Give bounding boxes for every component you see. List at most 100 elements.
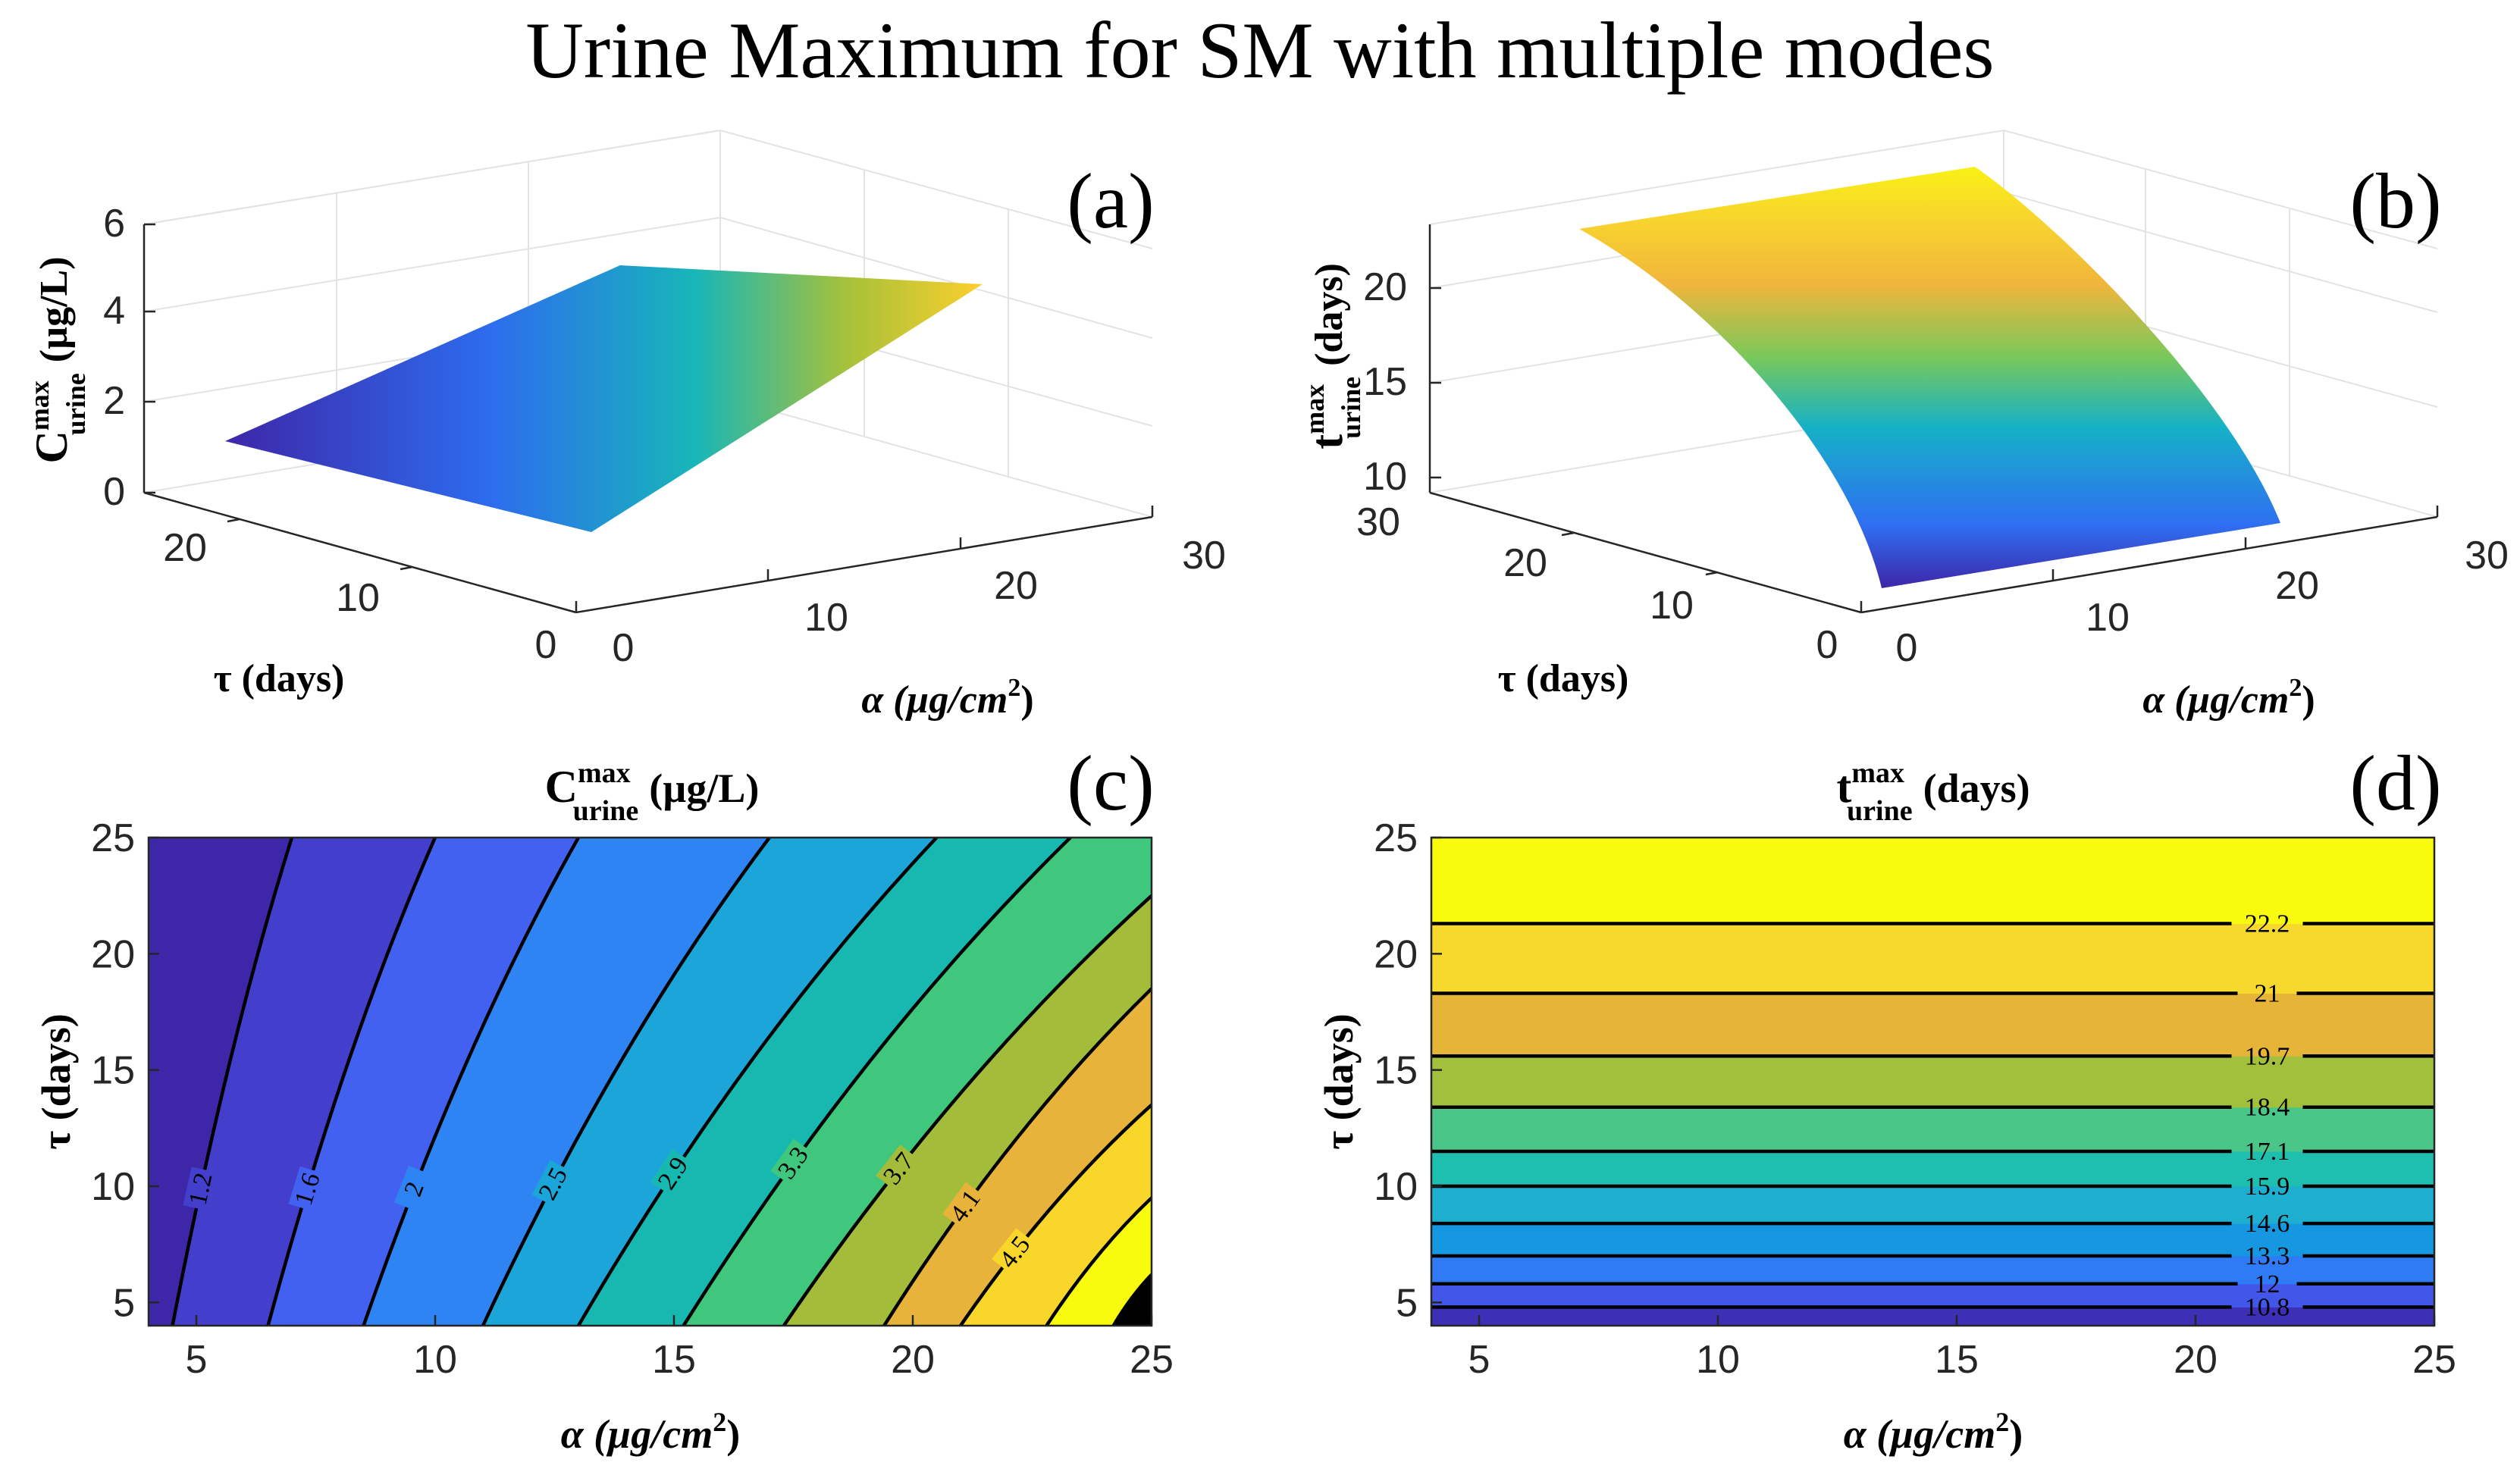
panel-d-xtick-label: 10	[1696, 1338, 1740, 1382]
panel-d-contour-label: 17.1	[2245, 1138, 2290, 1166]
panel-d-contour-label: 15.9	[2245, 1173, 2290, 1201]
panel-b-surface	[1579, 167, 2280, 588]
panel-a-xtick-label: 30	[1182, 534, 1226, 578]
panel-c-contour-line	[882, 987, 1152, 1326]
panel-d-fill-band	[1431, 993, 2434, 1057]
panel-b-xlabel-end: )	[2302, 678, 2315, 722]
panel-d-ticks: 5 10 15 20 25 5 10 15 20 25	[1374, 816, 2456, 1382]
panel-d-title-sup: max	[1851, 757, 1904, 789]
panel-b-ticks	[1430, 287, 2439, 612]
panel-b-zlabel-unit: (days)	[1308, 263, 1351, 366]
panel-d-fill-band	[1431, 1223, 2434, 1257]
panel-a-xlabel-end: )	[1020, 678, 1033, 722]
panel-b-ytick-label: 10	[1650, 584, 1694, 628]
panel-d-ytick-label: 20	[1374, 932, 1418, 976]
figure-title: Urine Maximum for SM with multiple modes	[525, 6, 1994, 95]
panel-d-xtick-label: 5	[1468, 1338, 1490, 1382]
panel-c-ytick-label: 10	[91, 1165, 135, 1209]
panel-a-ytick-label: 10	[336, 576, 380, 620]
panel-a-zlabel-unit: (µg/L)	[33, 256, 76, 362]
panel-b-ylabel: τ (days)	[1498, 657, 1629, 700]
panel-b-zlabel-sub: urine	[1336, 377, 1366, 439]
panel-c-contour-line	[1045, 1196, 1152, 1326]
panel-b-ytick-label: 30	[1356, 500, 1400, 544]
panel-d-axes-frame	[1430, 836, 2436, 1327]
panel-c-xlabel-main: α (µg/cm	[561, 1411, 713, 1457]
panel-a-zlabel-main: C	[27, 431, 77, 463]
panel-c-xtick-label: 25	[1130, 1338, 1174, 1382]
panel-c-xlabel: α (µg/cm2)	[561, 1407, 740, 1457]
panel-d-fill-band	[1431, 1307, 2434, 1326]
panel-b-xtick-label: 0	[1896, 626, 1918, 670]
panel-d-contour-label: 19.7	[2245, 1042, 2290, 1070]
panel-c-contour-label: 1.2	[183, 1170, 218, 1207]
panel-c-contour-line	[682, 838, 1072, 1326]
panel-b-xtick-label: 10	[2086, 596, 2130, 640]
panel-d-title-unit: (days)	[1923, 766, 2030, 811]
panel-c-label: (c)	[1067, 740, 1154, 827]
panel-b-ztick-label: 10	[1363, 455, 1407, 499]
panel-a-zlabel-sub: urine	[61, 373, 91, 435]
panel-c-title-unit: (µg/L)	[649, 766, 759, 811]
panel-c-contour-line	[577, 838, 939, 1326]
panel-d-ytick-label: 10	[1374, 1165, 1418, 1209]
panel-c: 1.2 1.6 2 2.5 2.9 3.3 3.74.14.5 5 10 15 20 25 5 10 15…	[33, 740, 1174, 1457]
panel-a-ytick-label: 0	[535, 623, 557, 667]
panel-c-xlabel-end: )	[726, 1411, 740, 1457]
panel-b-ytick-label: 0	[1816, 623, 1838, 667]
panel-d-xtick-label: 15	[1935, 1338, 1979, 1382]
panel-d-contour-label: 13.3	[2245, 1242, 2290, 1270]
panel-c-title-sub: urine	[573, 795, 639, 827]
panel-d-xtick-label: 20	[2174, 1338, 2218, 1382]
panel-d-contour-label: 12	[2255, 1270, 2280, 1298]
panel-d-xlabel-sup: 2	[1995, 1407, 2009, 1437]
panel-c-title-sup: max	[578, 757, 631, 789]
panel-a-xtick-label: 0	[613, 626, 635, 670]
panel-a-ztick-label: 4	[103, 289, 125, 333]
panel-b: 10 15 20 0 10 20 30 0 10 20 30 (b) tmax u…	[1299, 130, 2509, 722]
panel-b-ytick-label: 20	[1503, 541, 1547, 585]
panel-d-fill-band	[1431, 1283, 2434, 1307]
panel-c-title: Cmax urine (µg/L)	[545, 757, 760, 827]
panel-b-xtick-label: 30	[2465, 534, 2509, 578]
panel-c-contour-label-bg	[770, 1138, 816, 1187]
panel-b-xlabel-main: α (µg/cm	[2142, 678, 2289, 722]
panel-d-fills	[1431, 838, 2434, 1326]
panel-b-xlabel: α (µg/cm2)	[2142, 674, 2315, 722]
panel-c-contour-label-bg	[942, 1182, 988, 1230]
panel-d-title-main: t	[1836, 762, 1851, 812]
panel-c-fills	[149, 838, 1152, 1326]
panel-d-xlabel-main: α (µg/cm	[1844, 1411, 1995, 1457]
panel-a-axis-lines	[143, 224, 1153, 614]
panel-a-ylabel: τ (days)	[214, 657, 345, 700]
panel-a-ztick-label: 0	[103, 470, 125, 514]
panel-b-xtick-label: 20	[2275, 564, 2319, 608]
panel-c-contour-label-bg	[531, 1160, 575, 1208]
panel-d-contour-label: 21	[2255, 979, 2280, 1007]
panel-a-surface	[225, 265, 983, 532]
panel-c-contour-line	[959, 1103, 1152, 1326]
panel-c-ytick-label: 20	[91, 932, 135, 976]
panel-d-title-sub: urine	[1847, 795, 1913, 827]
panel-a-xlabel-main: α (µg/cm	[861, 678, 1008, 722]
panel-b-axis-lines	[1428, 224, 2438, 614]
panel-d-contour-label: 18.4	[2245, 1094, 2290, 1122]
panel-c-title-main: C	[545, 762, 578, 812]
panel-b-zlabel-main: t	[1302, 434, 1352, 449]
panel-a-zlabel: Cmax urine (µg/L)	[24, 256, 91, 463]
panel-d-contour-label: 14.6	[2245, 1210, 2290, 1238]
panel-a-xlabel: α (µg/cm2)	[861, 674, 1033, 722]
panel-c-contour-line	[362, 838, 580, 1326]
panel-c-contour-label-bg	[992, 1228, 1038, 1276]
panel-d-xtick-label: 25	[2412, 1338, 2456, 1382]
panel-d-ylabel: τ (days)	[1316, 1013, 1362, 1149]
panel-c-contour-label-bg	[650, 1149, 696, 1198]
panel-a-ztick-label: 6	[103, 202, 125, 246]
panel-c-contour-label-bg	[876, 1145, 922, 1193]
panel-a-zlabel-sup: max	[24, 380, 55, 431]
panel-b-label: (b)	[2349, 158, 2441, 245]
panel-a-ztick-label: 2	[103, 379, 125, 423]
panel-d-fill-band	[1431, 923, 2434, 994]
panel-c-xtick-label: 10	[413, 1338, 457, 1382]
